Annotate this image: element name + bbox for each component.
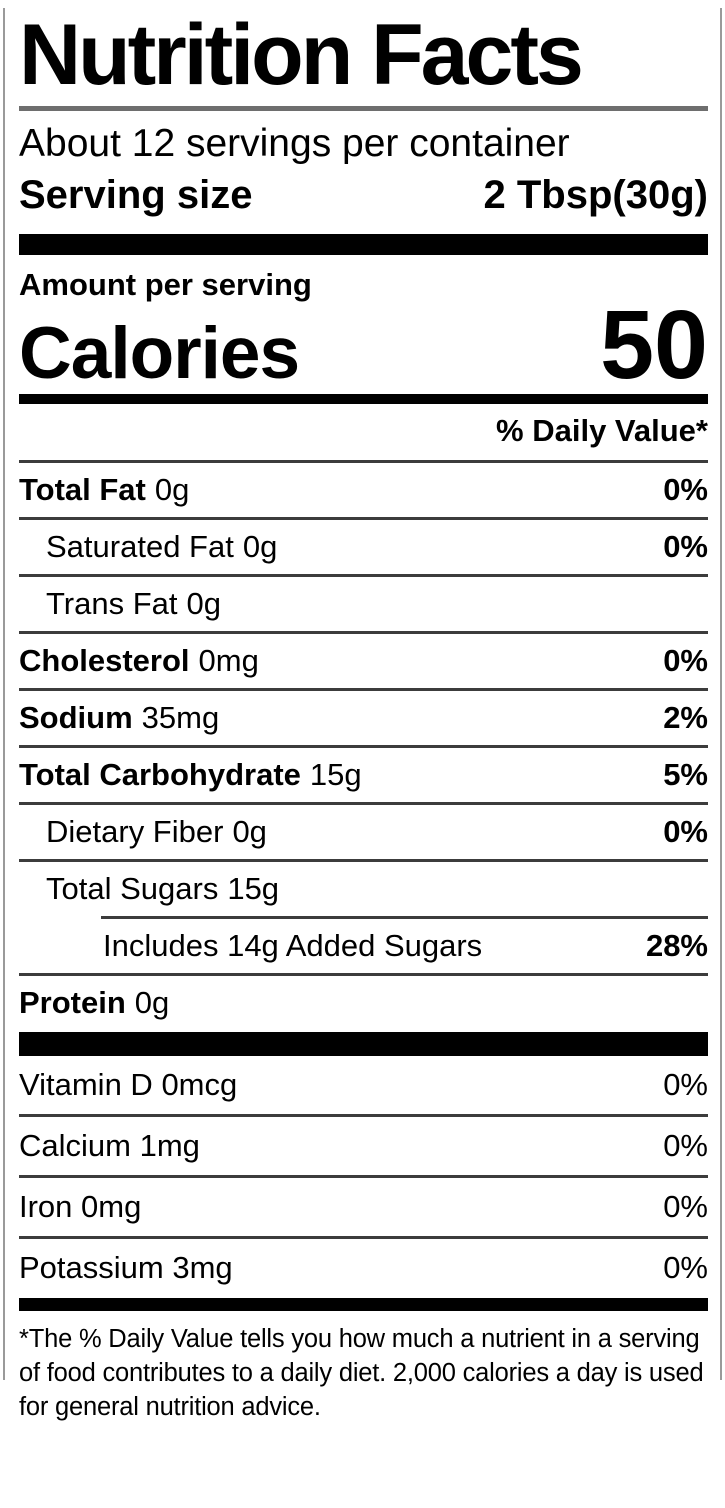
calories-row: Calories 50: [19, 289, 708, 399]
row-divider: [19, 517, 708, 520]
serving-size-label: Serving size: [19, 172, 253, 217]
nutrient-amount: 0g: [154, 472, 190, 507]
row-divider: [19, 802, 708, 805]
nutrient-amount: 0g: [186, 586, 221, 621]
nutrient-amount: 3mg: [172, 1250, 233, 1285]
row-divider-indented: [101, 916, 708, 919]
row-divider: [19, 745, 708, 748]
medium-divider: [19, 394, 708, 404]
nutrient-name: Total Carbohydrate: [19, 757, 301, 792]
nutrient-name: Includes 14g Added Sugars: [103, 928, 483, 963]
nutrient-name: Iron: [19, 1189, 73, 1224]
nutrient-name: Saturated Fat: [46, 529, 234, 564]
row-total-fat: Total Fat 0g 0%: [19, 463, 708, 517]
row-added-sugars: Includes 14g Added Sugars 28%: [19, 919, 708, 973]
nutrient-daily-value: 0%: [663, 643, 708, 678]
label-title: Nutrition Facts: [19, 7, 584, 103]
nutrient-name: Calcium: [19, 1128, 131, 1163]
row-trans-fat: Trans Fat 0g: [19, 577, 708, 631]
nutrient-name: Sodium: [19, 700, 133, 735]
nutrient-amount: 0mcg: [161, 1067, 238, 1102]
nutrient-amount: 1mg: [139, 1128, 200, 1163]
row-sodium: Sodium 35mg 2%: [19, 691, 708, 745]
calories-label: Calories: [19, 312, 300, 394]
nutrient-daily-value: 0%: [663, 1128, 708, 1163]
row-protein: Protein 0g: [19, 976, 708, 1030]
nutrient-amount: 35mg: [141, 700, 220, 735]
row-divider: [19, 688, 708, 691]
thick-divider-middle: [19, 1032, 708, 1056]
row-total-sugars: Total Sugars 15g: [19, 862, 708, 916]
nutrient-amount: 0g: [134, 985, 170, 1020]
daily-value-footnote: *The % Daily Value tells you how much a …: [19, 1325, 704, 1421]
calories-value: 50: [600, 289, 708, 399]
nutrient-daily-value: 0%: [663, 472, 708, 507]
nutrient-daily-value: 0%: [663, 1067, 708, 1102]
nutrient-amount: 0g: [232, 814, 267, 849]
nutrient-amount: 0mg: [198, 643, 259, 678]
nutrient-name: Protein: [19, 985, 126, 1020]
thick-divider-bottom: [19, 1298, 708, 1311]
nutrient-daily-value: 0%: [663, 529, 708, 564]
amount-per-serving-label: Amount per serving: [19, 266, 312, 302]
daily-value-header: % Daily Value*: [496, 413, 708, 448]
row-divider: [19, 859, 708, 862]
row-dietary-fiber: Dietary Fiber 0g 0%: [19, 805, 708, 859]
nutrient-daily-value: 28%: [645, 928, 708, 963]
row-divider: [19, 1175, 708, 1178]
row-divider: [19, 460, 708, 463]
nutrient-daily-value: 0%: [663, 1189, 708, 1224]
row-divider: [19, 1114, 708, 1117]
nutrition-facts-label: Nutrition Facts About 12 servings per co…: [3, 7, 722, 1421]
nutrient-daily-value: 0%: [663, 814, 708, 849]
row-potassium: Potassium 3mg 0%: [19, 1239, 708, 1297]
nutrient-name: Trans Fat: [46, 586, 178, 621]
nutrient-amount: 0g: [242, 529, 278, 564]
row-saturated-fat: Saturated Fat 0g 0%: [19, 520, 708, 574]
nutrient-daily-value: 2%: [663, 700, 708, 735]
servings-per-container: About 12 servings per container: [19, 122, 570, 165]
nutrient-amount: 15g: [227, 871, 280, 906]
row-divider: [19, 631, 708, 634]
nutrient-daily-value: 5%: [663, 757, 708, 792]
serving-size-value: 2 Tbsp(30g): [483, 172, 708, 217]
row-divider: [19, 973, 708, 976]
row-divider: [19, 1236, 708, 1239]
nutrient-daily-value: 0%: [663, 1250, 708, 1285]
row-total-carbohydrate: Total Carbohydrate 15g 5%: [19, 748, 708, 802]
nutrient-name: Cholesterol: [19, 643, 190, 678]
row-divider: [19, 574, 708, 577]
title-divider: [19, 106, 708, 111]
row-calcium: Calcium 1mg 0%: [19, 1117, 708, 1175]
row-vitamin-d: Vitamin D 0mcg 0%: [19, 1056, 708, 1114]
nutrient-name: Potassium: [19, 1250, 164, 1285]
row-cholesterol: Cholesterol 0mg 0%: [19, 634, 708, 688]
nutrient-name: Total Sugars: [46, 871, 219, 906]
nutrient-amount: 15g: [309, 757, 362, 792]
nutrient-name: Total Fat: [19, 472, 146, 507]
thick-divider-top: [19, 233, 708, 255]
nutrient-name: Dietary Fiber: [46, 814, 224, 849]
nutrient-name: Vitamin D: [19, 1067, 153, 1102]
nutrient-amount: 0mg: [81, 1189, 142, 1224]
serving-size-row: Serving size 2 Tbsp(30g): [19, 173, 708, 218]
row-iron: Iron 0mg 0%: [19, 1178, 708, 1236]
